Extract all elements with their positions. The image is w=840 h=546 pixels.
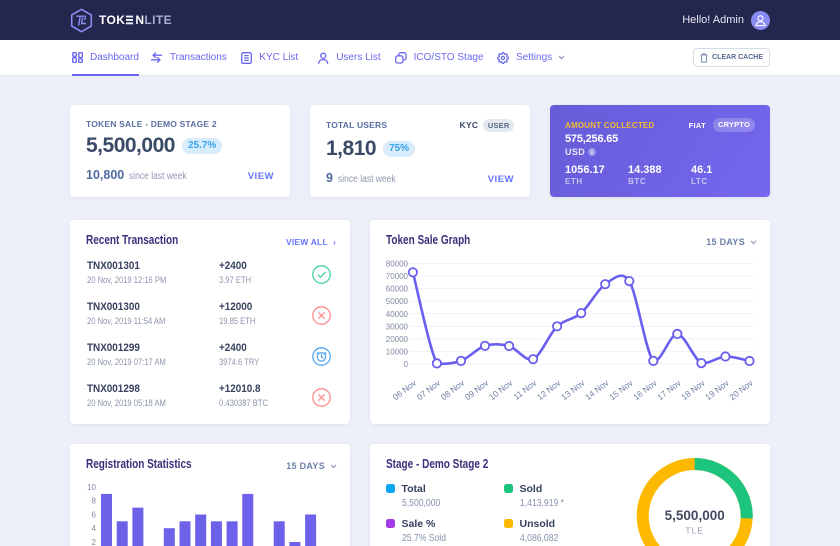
svg-text:60000: 60000 <box>386 285 409 294</box>
svg-text:06 Nov: 06 Nov <box>391 377 419 402</box>
svg-text:15 Nov: 15 Nov <box>607 377 635 402</box>
svg-text:14 Nov: 14 Nov <box>583 377 611 402</box>
svg-text:08 Nov: 08 Nov <box>439 377 467 402</box>
svg-text:10: 10 <box>87 483 96 492</box>
svg-text:12 Nov: 12 Nov <box>535 377 563 402</box>
svg-text:11 Nov: 11 Nov <box>511 377 538 402</box>
svg-text:4: 4 <box>92 524 97 533</box>
svg-text:19 Nov: 19 Nov <box>703 377 731 402</box>
svg-text:10000: 10000 <box>386 347 409 356</box>
svg-text:50000: 50000 <box>386 297 409 306</box>
svg-text:20000: 20000 <box>386 335 409 344</box>
svg-text:16 Nov: 16 Nov <box>631 377 659 402</box>
svg-text:70000: 70000 <box>386 272 409 281</box>
svg-text:8: 8 <box>92 497 97 506</box>
svg-text:10 Nov: 10 Nov <box>487 377 515 402</box>
svg-text:2: 2 <box>92 538 97 546</box>
svg-text:09 Nov: 09 Nov <box>463 377 491 402</box>
svg-text:5,500,000: 5,500,000 <box>665 508 725 523</box>
svg-text:TLE: TLE <box>685 526 704 536</box>
svg-text:20 Nov: 20 Nov <box>727 377 755 402</box>
svg-text:6: 6 <box>92 511 97 520</box>
svg-text:18 Nov: 18 Nov <box>679 377 707 402</box>
svg-text:07 Nov: 07 Nov <box>415 377 443 402</box>
svg-text:0: 0 <box>404 360 409 369</box>
svg-text:40000: 40000 <box>386 310 409 319</box>
svg-text:17 Nov: 17 Nov <box>655 377 683 402</box>
svg-text:80000: 80000 <box>386 260 409 269</box>
svg-text:13 Nov: 13 Nov <box>559 377 587 402</box>
svg-text:30000: 30000 <box>386 322 409 331</box>
